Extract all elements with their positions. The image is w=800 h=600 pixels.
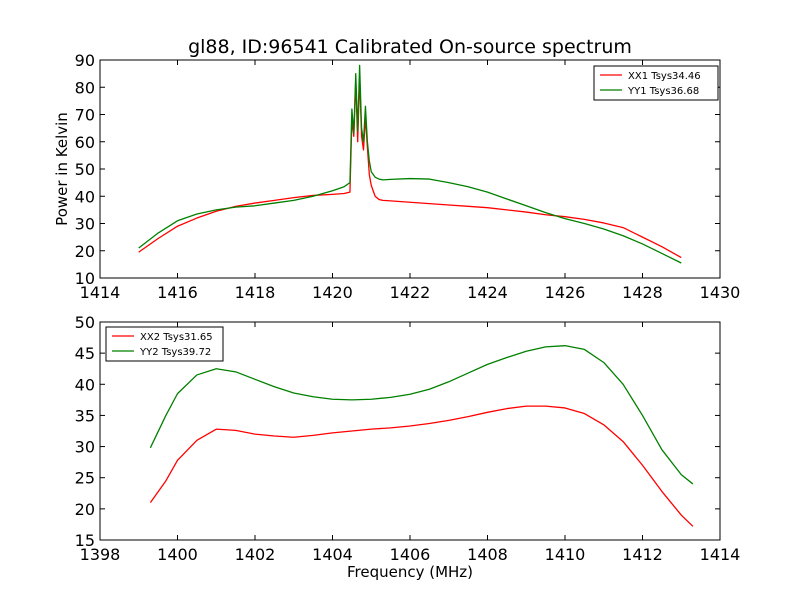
x-tick-label: 1414 — [80, 283, 121, 302]
legend: XX1 Tsys34.46 YY1 Tsys36.68 — [593, 65, 719, 101]
y-tick-label: 90 — [75, 51, 95, 70]
x-tick-label: 1412 — [622, 545, 663, 564]
y-tick-label: 15 — [75, 531, 95, 550]
x-tick-label: 1424 — [467, 283, 508, 302]
bottom-panel: 1398 1400 1402 1404 1406 1408 1410 1412 1414 15 20… — [75, 313, 741, 581]
series-line-1-2 — [138, 64, 682, 264]
legend-label: YY1 Tsys36.68 — [627, 86, 699, 97]
legend-label: XX2 Tsys31.65 — [140, 332, 213, 343]
y-axis-label: Power in Kelvin — [53, 112, 71, 226]
x-tick-label: 1400 — [157, 545, 198, 564]
x-tick-label: 1430 — [700, 283, 741, 302]
x-tick-label: 1416 — [157, 283, 198, 302]
chart-title: gl88, ID:96541 Calibrated On-source spec… — [188, 36, 632, 58]
top-panel: 1414 1416 1418 1420 1422 1424 1426 1428 1430 10 20… — [53, 51, 740, 302]
y-tick-label: 10 — [75, 269, 95, 288]
x-tick-label: 1404 — [312, 545, 353, 564]
y-tick-label: 70 — [75, 106, 95, 125]
x-tick-label: 1402 — [235, 545, 276, 564]
legend: XX2 Tsys31.65 YY2 Tsys39.72 — [105, 326, 224, 362]
x-tick-label: 1406 — [390, 545, 431, 564]
y-tick-label: 30 — [75, 438, 95, 457]
x-tick-label: 1422 — [390, 283, 431, 302]
y-tick-label: 20 — [75, 500, 95, 519]
y-tick-label: 25 — [75, 469, 95, 488]
x-axis-label: Frequency (MHz) — [347, 563, 473, 581]
legend-box — [105, 326, 224, 362]
series-line-2-1 — [149, 405, 694, 527]
y-tick-label: 20 — [75, 242, 95, 261]
y-tick-label: 80 — [75, 78, 95, 97]
y-tick-label: 40 — [75, 375, 95, 394]
x-tick-label: 1420 — [312, 283, 353, 302]
x-tick-label: 1426 — [545, 283, 586, 302]
y-tick-label: 50 — [75, 160, 95, 179]
x-tick-label: 1408 — [467, 545, 508, 564]
x-tick-label: 1414 — [700, 545, 741, 564]
series-line-2-2 — [149, 345, 694, 485]
y-tick-label: 60 — [75, 133, 95, 152]
legend-box — [593, 65, 719, 101]
y-tick-label: 30 — [75, 215, 95, 234]
legend-label: YY2 Tsys39.72 — [139, 347, 211, 358]
x-tick-label: 1418 — [235, 283, 276, 302]
y-tick-label: 40 — [75, 187, 95, 206]
x-tick-label: 1410 — [545, 545, 586, 564]
y-tick-label: 45 — [75, 344, 95, 363]
x-tick-label: 1398 — [80, 545, 121, 564]
y-tick-label: 50 — [75, 313, 95, 332]
legend-label: XX1 Tsys34.46 — [628, 71, 701, 82]
y-tick-label: 35 — [75, 406, 95, 425]
x-tick-label: 1428 — [622, 283, 663, 302]
